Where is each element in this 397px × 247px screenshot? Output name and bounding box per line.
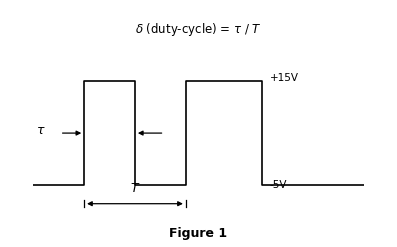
Text: $\delta$ (duty-cycle) = $\tau$ / $T$: $\delta$ (duty-cycle) = $\tau$ / $T$ (135, 21, 262, 38)
Text: $\tau$: $\tau$ (36, 124, 46, 137)
Text: $T$: $T$ (130, 182, 140, 195)
Text: -5V: -5V (270, 180, 287, 190)
Text: Figure 1: Figure 1 (170, 226, 227, 240)
Text: +15V: +15V (270, 73, 299, 83)
